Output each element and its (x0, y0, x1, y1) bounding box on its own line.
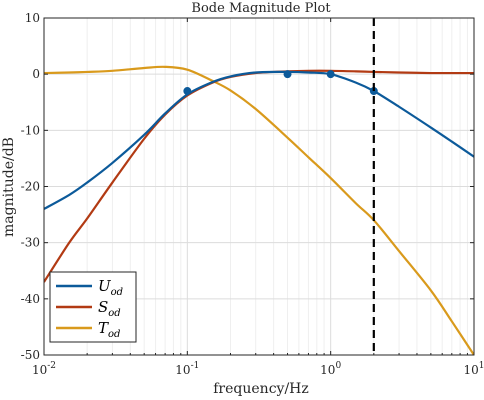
data-point-marker (283, 70, 292, 79)
data-point-marker (326, 70, 335, 79)
data-point-marker (183, 87, 192, 96)
y-tick-label: -50 (21, 348, 40, 362)
y-tick-label: 0 (32, 67, 40, 81)
y-tick-label: -20 (21, 180, 40, 194)
y-tick-label: -30 (21, 236, 40, 250)
x-tick-label: 100 (320, 361, 341, 377)
grid (44, 18, 474, 355)
y-tick-label: -40 (21, 292, 40, 306)
series-lines (44, 65, 474, 355)
legend-label: Sod (98, 298, 121, 319)
series-line-t-od (44, 65, 474, 355)
chart-title: Bode Magnitude Plot (191, 1, 331, 16)
x-tick-label: 101 (463, 361, 484, 377)
series-line-u-od (44, 70, 474, 210)
y-axis-label: magnitude/dB (1, 137, 17, 237)
x-axis-label: frequency/Hz (213, 381, 309, 397)
x-tick-label: 10-1 (175, 361, 199, 377)
data-markers (183, 70, 378, 96)
x-tick-label: 10-2 (32, 361, 56, 377)
legend-label: Uod (98, 277, 123, 298)
data-point-marker (369, 87, 378, 96)
legend-label: Tod (98, 319, 120, 340)
y-tick-label: -10 (21, 123, 40, 137)
y-tick-label: 10 (25, 11, 40, 25)
